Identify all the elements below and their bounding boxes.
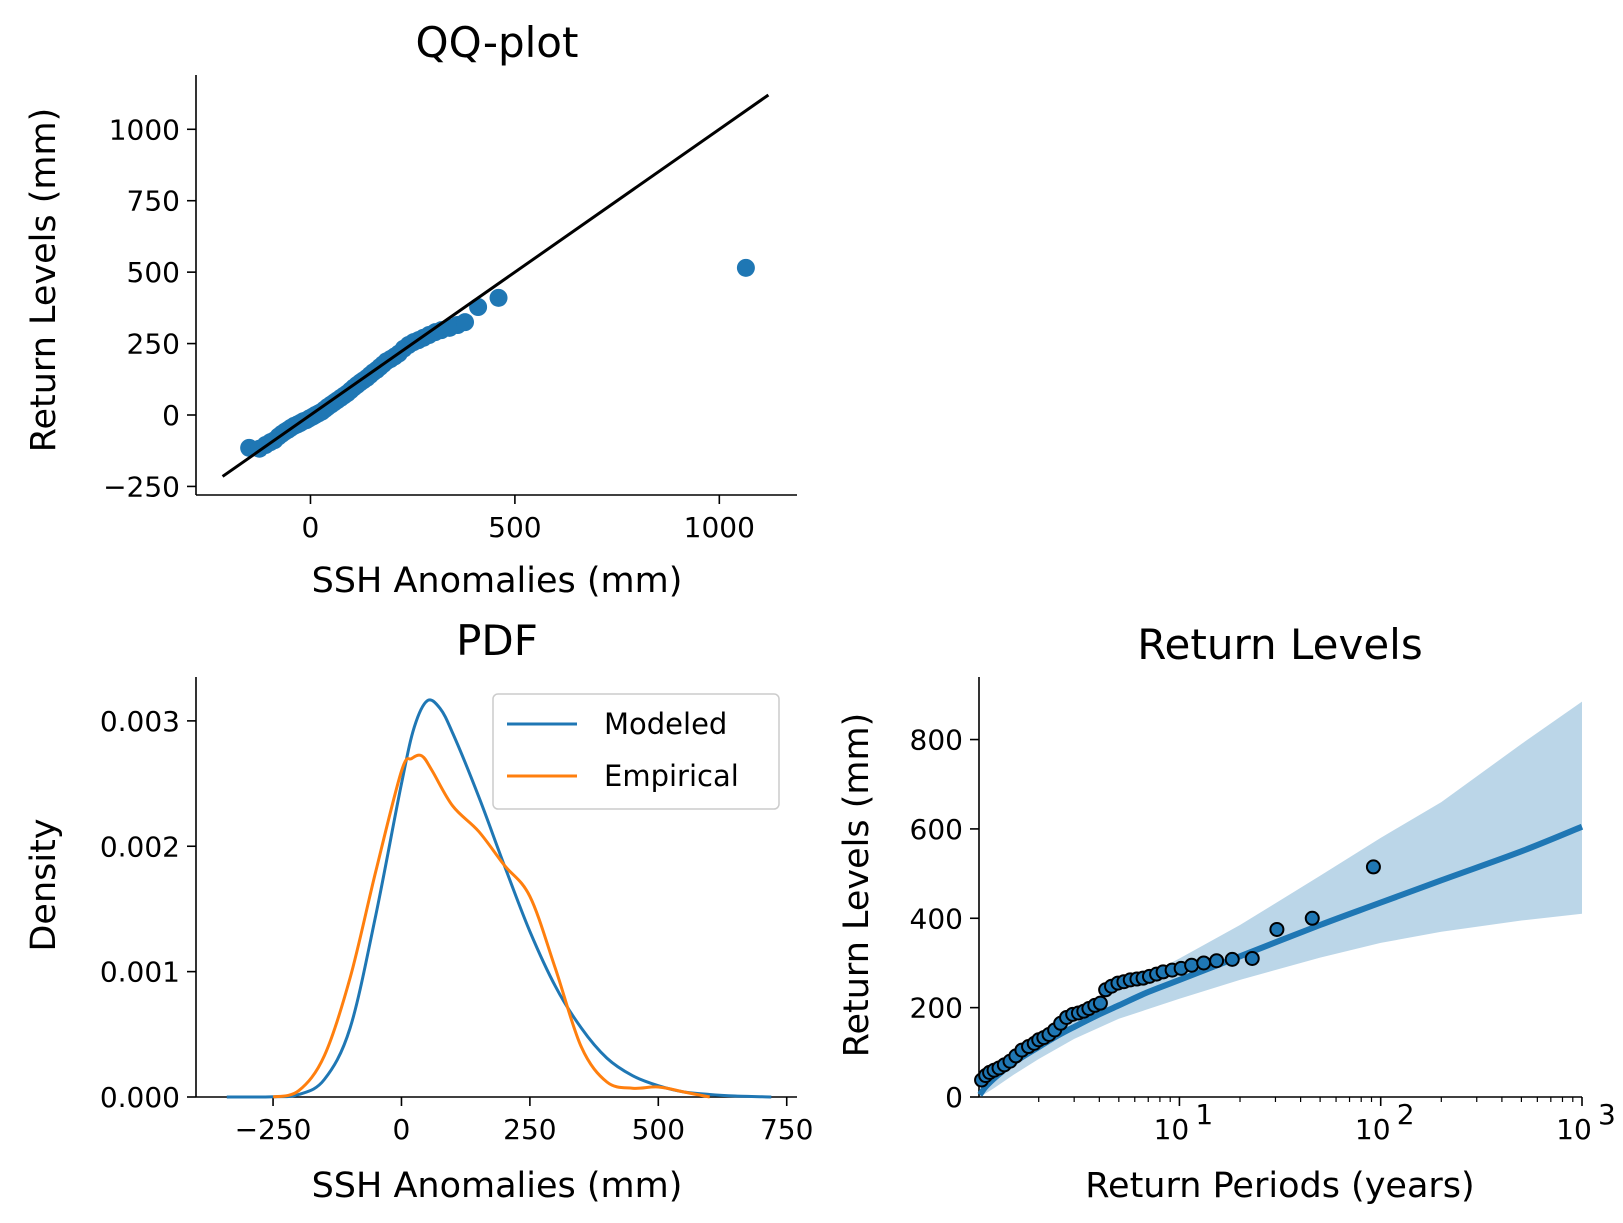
- qq-plot-ytick-label: −250: [103, 470, 180, 503]
- return-levels-point: [1304, 910, 1320, 926]
- pdf-legend: Modeled Empirical: [492, 693, 780, 810]
- return-levels-ytick-label: 400: [910, 902, 963, 935]
- return-levels-point: [1196, 955, 1212, 971]
- return-levels-ytick-label: 200: [910, 992, 963, 1025]
- pdf-panel: PDF SSH Anomalies (mm) Density −250 0 250 5…: [24, 616, 813, 1206]
- qq-plot-ytick-label: 1000: [109, 113, 180, 146]
- return-levels-xtick-exponent: 1: [1195, 1098, 1213, 1131]
- return-levels-ytick-label: 0: [945, 1081, 963, 1114]
- return-levels-xtick-label: 10: [1355, 1113, 1391, 1146]
- pdf-xtick-label: 750: [760, 1113, 813, 1146]
- return-levels-point: [1184, 957, 1200, 973]
- return-levels-point: [1244, 950, 1260, 966]
- pdf-xtick-label: 0: [393, 1113, 411, 1146]
- pdf-xtick-label: 250: [503, 1113, 556, 1146]
- qq-point: [736, 258, 755, 277]
- return-levels-ytick-label: 800: [910, 724, 963, 757]
- return-levels-point: [1092, 995, 1108, 1011]
- qq-plot-xtick-label: 0: [302, 511, 320, 544]
- return-levels-point: [1365, 859, 1381, 875]
- qq-plot-ylabel: Return Levels (mm): [24, 108, 64, 453]
- return-levels-xtick-label: 10: [1154, 1113, 1190, 1146]
- pdf-ytick-label: 0.002: [100, 830, 180, 863]
- pdf-xtick-label: −250: [235, 1113, 312, 1146]
- return-levels-ytick-label: 600: [910, 813, 963, 846]
- pdf-ylabel: Density: [24, 818, 64, 951]
- pdf-title: PDF: [456, 616, 538, 665]
- pdf-xtick-label: 500: [632, 1113, 685, 1146]
- return-levels-point: [1209, 953, 1225, 969]
- return-levels-xtick-label: 10: [1556, 1113, 1592, 1146]
- pdf-legend-label: Modeled: [604, 707, 727, 741]
- qq-point: [456, 313, 475, 332]
- pdf-legend-label: Empirical: [604, 759, 739, 793]
- return-levels-point: [1269, 921, 1285, 937]
- qq-plot-title: QQ-plot: [416, 18, 579, 67]
- qq-plot-panel: QQ-plot SSH Anomalies (mm) Return Levels…: [24, 18, 797, 601]
- qq-plot-xlabel: SSH Anomalies (mm): [312, 561, 683, 601]
- return-levels-point: [1224, 951, 1240, 967]
- pdf-ytick-label: 0.003: [100, 705, 180, 738]
- qq-plot-xtick-label: 500: [488, 511, 541, 544]
- qq-reference-line: [221, 93, 770, 478]
- return-levels-xtick-exponent: 3: [1598, 1098, 1616, 1131]
- return-levels-panel: Return Levels Return Periods (years) Ret…: [837, 620, 1616, 1206]
- qq-plot-ytick-label: 250: [127, 328, 180, 361]
- qq-plot-xtick-label: 1000: [684, 511, 755, 544]
- return-levels-ylabel: Return Levels (mm): [837, 713, 877, 1058]
- pdf-series-empirical-line: [272, 753, 710, 1099]
- return-levels-xtick-exponent: 2: [1397, 1098, 1415, 1131]
- qq-plot-ytick-label: 0: [162, 399, 180, 432]
- qq-point: [489, 288, 508, 307]
- pdf-ytick-label: 0.000: [100, 1081, 180, 1114]
- pdf-xlabel: SSH Anomalies (mm): [312, 1166, 683, 1206]
- pdf-ytick-label: 0.001: [100, 956, 180, 989]
- return-levels-confidence-band: [979, 701, 1582, 1097]
- return-levels-xlabel: Return Periods (years): [1085, 1166, 1474, 1206]
- qq-plot-ytick-label: 750: [127, 185, 180, 218]
- qq-plot-ytick-label: 500: [127, 256, 180, 289]
- return-levels-title: Return Levels: [1137, 620, 1422, 669]
